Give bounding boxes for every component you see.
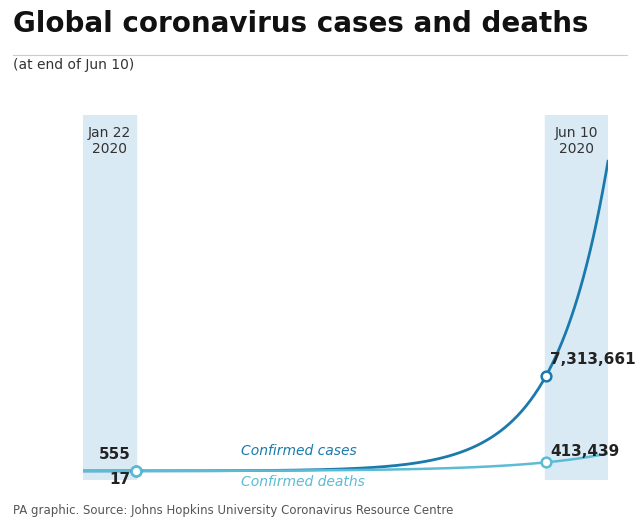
Text: 17: 17 [109, 472, 131, 488]
Text: Jun 10
2020: Jun 10 2020 [555, 125, 598, 156]
Bar [545, 115, 608, 480]
Text: Confirmed cases: Confirmed cases [241, 444, 356, 458]
Text: 7,313,661: 7,313,661 [550, 352, 636, 367]
Text: 413,439: 413,439 [550, 444, 620, 459]
Text: Jan 22
2020: Jan 22 2020 [88, 125, 131, 156]
Text: (at end of Jun 10): (at end of Jun 10) [13, 58, 134, 73]
Text: Global coronavirus cases and deaths: Global coronavirus cases and deaths [13, 10, 588, 39]
Text: Confirmed deaths: Confirmed deaths [241, 476, 365, 490]
Text: 555: 555 [99, 447, 131, 461]
Bar [83, 115, 136, 480]
Text: PA graphic. Source: Johns Hopkins University Coronavirus Resource Centre: PA graphic. Source: Johns Hopkins Univer… [13, 504, 453, 517]
